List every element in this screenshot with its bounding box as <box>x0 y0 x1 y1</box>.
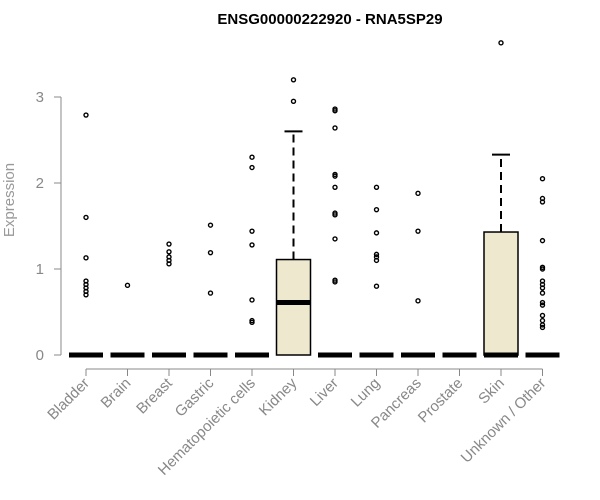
outlier-point <box>249 228 255 234</box>
x-tick-label: Bladder <box>44 375 93 424</box>
outlier-point <box>249 319 255 326</box>
box-iqr <box>483 231 519 356</box>
outlier-point <box>207 222 214 228</box>
outlier-point <box>249 242 255 248</box>
outlier-point <box>332 108 338 114</box>
y-tick-label: 1 <box>36 261 44 278</box>
x-tick-label: Kidney <box>256 374 301 419</box>
y-axis: 0 1 2 3 <box>36 89 62 364</box>
x-tick-label: Lung <box>348 375 384 411</box>
box-group <box>359 184 394 358</box>
outlier-point <box>373 230 380 236</box>
box-group <box>275 77 312 356</box>
outlier-point <box>332 212 338 218</box>
box-iqr <box>275 258 312 356</box>
outlier-point <box>498 40 504 46</box>
x-tick-label: Skin <box>475 375 508 408</box>
y-tick-label: 3 <box>36 89 44 106</box>
outlier-point <box>207 249 214 256</box>
outlier-point <box>373 257 380 264</box>
outlier-point <box>539 266 546 272</box>
outlier-point <box>83 255 89 261</box>
outlier-point <box>332 125 338 131</box>
outlier-point <box>415 298 421 304</box>
outlier-point <box>332 279 338 285</box>
outlier-point <box>539 312 546 319</box>
box-group <box>152 241 186 358</box>
outlier-point <box>166 261 172 267</box>
plot-area <box>69 40 560 358</box>
outlier-point <box>539 302 546 308</box>
y-tick-label: 2 <box>36 175 44 192</box>
outlier-point <box>415 228 421 234</box>
outlier-point <box>373 283 380 289</box>
outlier-point <box>290 98 297 105</box>
x-tick-label: Prostate <box>415 375 467 427</box>
outlier-point <box>373 206 380 213</box>
x-tick-label: Breast <box>133 374 176 417</box>
outlier-point <box>373 251 380 258</box>
y-axis-label: Expression <box>1 163 18 237</box>
x-tick-label: Liver <box>307 375 342 410</box>
outlier-point <box>373 184 380 191</box>
outlier-point <box>539 237 546 244</box>
outlier-point <box>539 290 546 296</box>
outlier-point <box>539 322 546 328</box>
y-tick-label: 0 <box>36 347 44 364</box>
outlier-point <box>539 199 546 205</box>
box-group <box>193 222 228 358</box>
outlier-point <box>83 112 89 118</box>
outlier-point <box>539 317 546 324</box>
outlier-point <box>332 236 338 242</box>
outlier-point <box>539 299 546 306</box>
outlier-point <box>249 164 255 171</box>
box-group <box>69 112 103 358</box>
outlier-point <box>166 249 172 255</box>
outlier-point <box>83 292 89 298</box>
outlier-point <box>124 282 131 289</box>
outlier-point <box>207 290 214 296</box>
outlier-point <box>249 297 255 303</box>
outlier-point <box>332 184 338 191</box>
outlier-point <box>249 154 255 160</box>
box-group <box>235 154 269 358</box>
box-group <box>318 106 352 358</box>
box-group <box>525 175 560 358</box>
outlier-point <box>83 214 89 221</box>
outlier-point <box>539 324 546 331</box>
outlier-point <box>166 241 172 247</box>
outlier-point <box>290 77 297 83</box>
outlier-point <box>539 175 546 182</box>
box-group <box>110 282 145 358</box>
box-group <box>401 190 435 358</box>
outlier-point <box>539 285 546 291</box>
x-tick-label: Brain <box>98 375 135 412</box>
outlier-point <box>415 190 421 197</box>
outlier-point <box>332 173 338 179</box>
chart-title: ENSG00000222920 - RNA5SP29 <box>217 11 442 28</box>
box-group <box>483 40 519 358</box>
